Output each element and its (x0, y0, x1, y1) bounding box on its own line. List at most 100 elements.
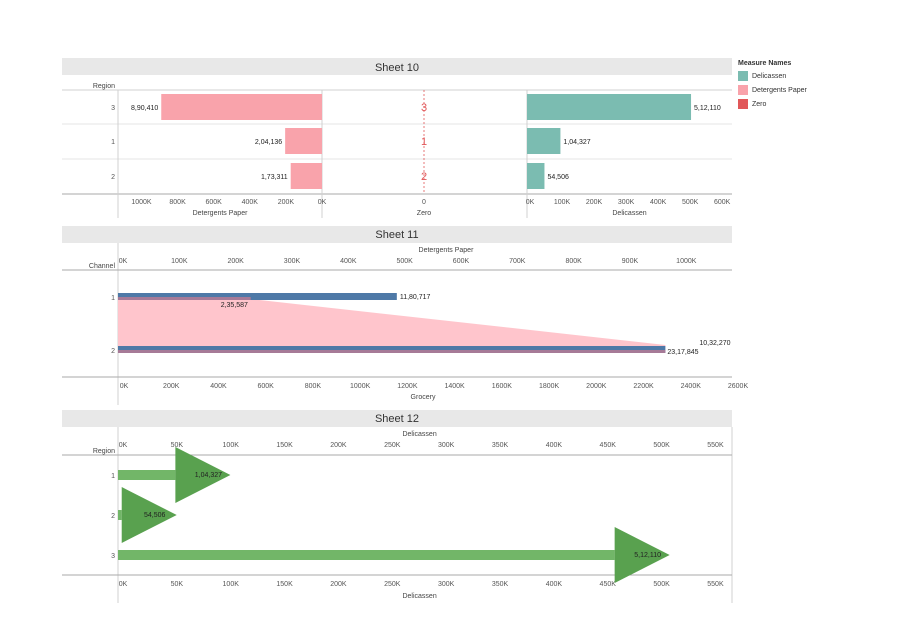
sheet11-row-header: Channel (89, 263, 116, 270)
sheet12-top-tick: 50K (171, 442, 184, 449)
sheet10-detergents-label: 1,73,311 (261, 174, 288, 181)
sheet12-top-tick: 200K (330, 442, 347, 449)
sheet11-bottom-tick: 1000K (350, 383, 371, 390)
sheet11-bottom-tick: 800K (305, 383, 322, 390)
sheet10-delicassen-label: 5,12,110 (694, 105, 721, 112)
legend: Measure Names Delicassen Detergents Pape… (738, 60, 807, 111)
sheet12-arrow-head (175, 447, 231, 503)
sheet11-top-tick: 0K (119, 258, 128, 265)
sheet11-top-axis-title: Detergents Paper (419, 247, 475, 254)
sheet12-arrow-head (614, 527, 670, 583)
sheet10-zero-label: 3 (421, 102, 427, 114)
sheet11-bottom-tick: 600K (258, 383, 275, 390)
sheet10-row-label: 2 (111, 174, 115, 181)
sheet11-detergents-bar (118, 350, 666, 353)
sheet11-detergents-bar (118, 297, 251, 300)
sheet10-zero-label: 2 (421, 171, 427, 183)
sheet12-top-tick: 350K (492, 442, 509, 449)
sheet11-grocery-bar (118, 346, 666, 353)
sheet10-delicassen-bar (527, 163, 545, 189)
sheet12-arrow-shaft (118, 550, 615, 560)
sheet10-row-label: 1 (111, 139, 115, 146)
sheet10-delicassen-tick: 0K (526, 199, 535, 206)
sheet11-row-label: 2 (111, 348, 115, 355)
legend-label-detergents-paper: Detergents Paper (752, 86, 807, 94)
sheet12-row-label: 2 (111, 513, 115, 520)
sheet12-top-tick: 500K (653, 442, 670, 449)
sheet10-delicassen-label: 54,506 (547, 174, 569, 181)
sheet12-row-label: 3 (111, 553, 115, 560)
sheet12-bottom-tick: 200K (330, 581, 347, 588)
sheet12-top-tick: 0K (119, 442, 128, 449)
sheet12-bottom-tick: 300K (438, 581, 455, 588)
legend-swatch-detergents-paper (738, 85, 748, 95)
sheet11-bottom-tick: 2400K (681, 383, 702, 390)
sheet10-zero-tick: 0 (422, 199, 426, 206)
sheet12-top-tick: 100K (223, 442, 240, 449)
sheet11-bottom-tick: 1200K (397, 383, 418, 390)
sheet10-delicassen-bar (527, 128, 561, 154)
sheet11-top-tick: 400K (340, 258, 357, 265)
sheet11-top-tick: 1000K (676, 258, 697, 265)
sheet11-bottom-tick: 1400K (444, 383, 465, 390)
sheet10-delicassen-bar (527, 94, 692, 120)
sheet11-grocery-label: 23,17,845 (667, 349, 698, 356)
sheet11-top-tick: 200K (227, 258, 244, 265)
sheet12-bottom-tick: 100K (223, 581, 240, 588)
sheet12-bottom-axis-title: Delicassen (402, 593, 436, 600)
legend-label-delicassen: Delicassen (752, 72, 787, 80)
sheet10-delicassen-axis-title: Delicassen (612, 210, 646, 217)
sheet10-zero-label: 1 (421, 136, 427, 148)
sheet11-row-label: 1 (111, 295, 115, 302)
sheet11-grocery-bar (118, 293, 397, 300)
sheet12-top-tick: 400K (546, 442, 563, 449)
sheet10-row-header: Region (93, 83, 115, 90)
sheet11-detergents-label: 10,32,270 (699, 340, 730, 347)
sheet12-top-tick: 150K (276, 442, 293, 449)
sheet10-delicassen-label: 1,04,327 (563, 139, 590, 146)
sheet10-detergents-bar (285, 128, 322, 154)
sheet12-top-tick: 250K (384, 442, 401, 449)
sheet11-bottom-tick: 0K (120, 383, 129, 390)
sheet11-top-tick: 700K (509, 258, 526, 265)
sheet12-bottom-tick: 150K (276, 581, 293, 588)
sheet11-top-tick: 300K (284, 258, 301, 265)
sheet10-detergents-tick: 800K (169, 199, 186, 206)
sheet12-row-label: 1 (111, 473, 115, 480)
sheet11-bottom-tick: 400K (210, 383, 227, 390)
sheet12-top-axis-title: Delicassen (402, 431, 436, 438)
legend-swatch-delicassen (738, 71, 748, 81)
sheet11-bottom-tick: 2200K (633, 383, 654, 390)
sheet12-top-tick: 450K (600, 442, 617, 449)
sheet11-bottom-tick: 200K (163, 383, 180, 390)
sheet12-value-label: 1,04,327 (195, 472, 222, 479)
legend-item-detergents-paper[interactable]: Detergents Paper (738, 83, 807, 97)
sheet12-arrow-head (121, 487, 177, 543)
sheet12-bottom-tick: 500K (653, 581, 670, 588)
sheet11-grocery-label: 11,80,717 (400, 294, 431, 301)
sheet11-bottom-tick: 1600K (492, 383, 513, 390)
sheet10-detergents-axis-title: Detergents Paper (193, 210, 249, 217)
legend-item-delicassen[interactable]: Delicassen (738, 69, 807, 83)
sheet10-detergents-bar (290, 163, 322, 189)
sheet12-value-label: 5,12,110 (634, 552, 661, 559)
sheet12-row-header: Region (93, 448, 115, 455)
sheet11-bottom-tick: 1800K (539, 383, 560, 390)
sheet11-top-tick: 600K (453, 258, 470, 265)
sheet10-title-bar (62, 58, 732, 75)
legend-title: Measure Names (738, 60, 792, 67)
sheet10-detergents-tick: 1000K (131, 199, 152, 206)
sheet10-zero-axis-title: Zero (417, 210, 432, 217)
sheet11-detergents-label: 2,35,587 (221, 302, 248, 309)
sheet11-top-tick: 800K (565, 258, 582, 265)
sheet11-title-bar (62, 226, 732, 243)
sheet11-bottom-tick: 2600K (728, 383, 749, 390)
legend-item-zero[interactable]: Zero (738, 97, 807, 111)
sheet10-detergents-tick: 400K (242, 199, 259, 206)
sheet11-bottom-axis-title: Grocery (411, 394, 436, 401)
sheet12-bottom-tick: 250K (384, 581, 401, 588)
sheet12-title-bar (62, 410, 732, 427)
sheet12-arrow-shaft (118, 470, 176, 480)
sheet12-bottom-tick: 0K (119, 581, 128, 588)
sheet10-detergents-tick: 0K (318, 199, 327, 206)
